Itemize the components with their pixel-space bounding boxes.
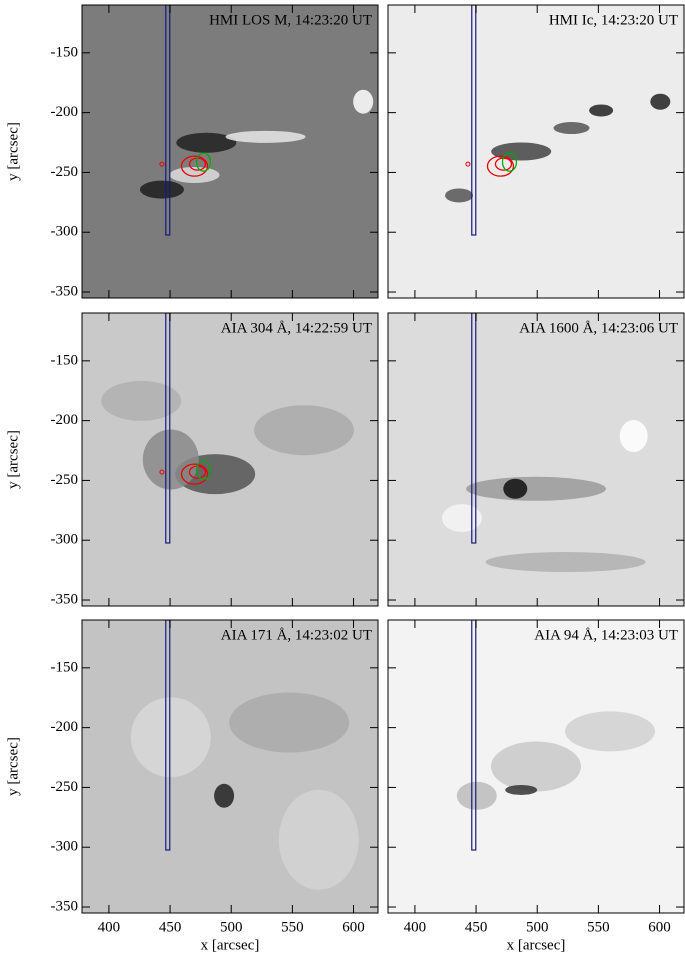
image-feature [565,711,655,751]
panel: AIA 304 Å, 14:22:59 UT -350 -300 -250 -200 -1… [5,313,378,607]
panel-image [82,620,378,913]
image-feature [254,405,354,455]
y-tick-label: -300 [51,839,79,855]
y-axis-label: y [arcsec] [5,430,21,489]
image-feature [226,131,306,143]
image-background [82,5,378,298]
image-feature [214,784,234,808]
image-feature [140,181,184,199]
image-feature [131,697,211,777]
y-tick-label: -300 [51,224,79,240]
panel: HMI LOS M, 14:23:20 UT -350 -300 -250 -200 -1… [5,5,378,299]
x-tick-label: 400 [98,919,121,935]
panel-title: AIA 304 Å, 14:22:59 UT [221,320,372,336]
y-tick-label: -150 [51,352,79,368]
panel: HMI Ic, 14:23:20 UT [388,5,684,298]
panel-title: HMI LOS M, 14:23:20 UT [209,12,372,28]
panel-image [82,5,378,298]
y-tick-label: -150 [51,659,79,675]
y-tick-label: -250 [51,472,79,488]
panel-title: AIA 1600 Å, 14:23:06 UT [519,320,678,336]
y-tick-label: -250 [51,164,79,180]
image-feature [620,420,648,452]
y-tick-label: -250 [51,779,79,795]
panel-image [388,313,684,606]
image-feature [554,122,590,134]
image-feature [491,143,551,161]
x-tick-label: 500 [526,919,549,935]
image-feature [505,785,537,795]
image-feature [650,94,670,110]
x-tick-label: 400 [404,919,427,935]
image-feature [445,188,473,202]
panel: AIA 94 Å, 14:23:03 UT 400 450 500 550 600 x [a… [388,620,684,953]
y-tick-label: -350 [51,898,79,914]
x-tick-label: 550 [587,919,610,935]
image-feature [279,790,359,890]
x-tick-label: 550 [281,919,304,935]
panel-image [388,5,684,298]
image-feature [486,552,646,572]
panel: AIA 1600 Å, 14:23:06 UT [388,313,684,606]
y-tick-label: -150 [51,44,79,60]
y-tick-label: -200 [51,412,79,428]
image-feature [466,477,606,501]
panel-title: AIA 94 Å, 14:23:03 UT [534,627,678,643]
x-tick-label: 600 [342,919,365,935]
y-tick-label: -350 [51,591,79,607]
y-tick-label: -200 [51,104,79,120]
x-tick-label: 500 [220,919,243,935]
panel-title: HMI Ic, 14:23:20 UT [549,12,678,28]
image-feature [503,479,527,499]
image-feature [589,104,613,116]
figure: HMI LOS M, 14:23:20 UT -350 -300 -250 -200 -1… [0,0,685,963]
x-tick-label: 450 [159,919,182,935]
image-feature [143,430,199,490]
y-axis-label: y [arcsec] [5,122,21,181]
y-tick-label: -350 [51,283,79,299]
panel-image [82,313,378,606]
x-tick-label: 600 [648,919,671,935]
x-axis-label: x [arcsec] [201,937,260,953]
panel-title: AIA 171 Å, 14:23:02 UT [221,627,372,643]
y-tick-label: -200 [51,719,79,735]
panel-image [388,620,684,913]
y-axis-label: y [arcsec] [5,737,21,796]
x-axis-label: x [arcsec] [507,937,566,953]
image-feature [229,693,349,753]
panel: AIA 171 Å, 14:23:02 UT -350 -300 -250 -200 -1… [5,620,378,953]
y-tick-label: -300 [51,532,79,548]
x-tick-label: 450 [465,919,488,935]
image-feature [491,742,581,792]
image-feature [353,90,373,114]
image-feature [457,782,497,810]
